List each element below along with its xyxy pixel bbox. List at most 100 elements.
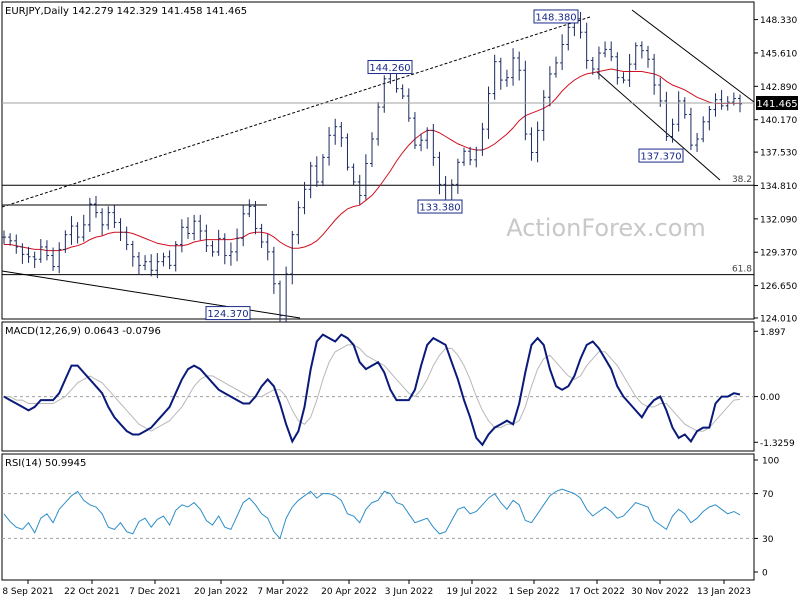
- price-bar: [695, 132, 700, 152]
- price-bar: [210, 240, 215, 257]
- x-tick-label: 20 Jan 2022: [194, 587, 248, 597]
- price-bar: [486, 86, 491, 139]
- price-bar: [701, 116, 706, 143]
- level-label-text: 144.260: [369, 63, 410, 74]
- level-label-box: [638, 148, 684, 163]
- rsi-layer: 100 70 30 0: [2, 457, 779, 579]
- price-level-labels: 148.380 144.260 133.380 137.370 124.370: [205, 9, 684, 321]
- price-bar: [584, 22, 589, 69]
- price-bar: [161, 252, 166, 267]
- price-bar: [192, 214, 197, 241]
- x-tick-label: 22 Oct 2021: [64, 587, 120, 597]
- price-bar: [314, 156, 319, 187]
- current-price-badge: [756, 96, 798, 110]
- fib-label: 38.2: [732, 175, 752, 185]
- level-label-137-370: 137.370: [638, 148, 684, 163]
- rsi-tick-label: 0: [762, 569, 768, 579]
- price-bar: [271, 246, 276, 294]
- price-bar: [222, 233, 227, 265]
- price-bar: [511, 48, 516, 86]
- level-label-133-380: 133.380: [417, 199, 463, 214]
- price-tick-label: 124.010: [760, 315, 797, 325]
- price-bar: [302, 181, 307, 215]
- price-bar: [228, 242, 233, 266]
- price-bar: [179, 219, 184, 253]
- price-tick-label: 140.170: [760, 116, 797, 126]
- macd-main-line: [3, 333, 741, 447]
- price-bar: [498, 57, 503, 90]
- price-bar: [480, 122, 485, 156]
- level-label-124-370: 124.370: [205, 306, 251, 321]
- price-bar: [541, 90, 546, 141]
- macd-tick-label: 0.00: [760, 393, 780, 403]
- price-bar: [173, 241, 178, 272]
- price-bar: [363, 154, 368, 200]
- price-bar: [57, 242, 62, 274]
- price-bar: [462, 147, 466, 166]
- price-bar: [149, 254, 154, 277]
- price-bar: [327, 127, 332, 166]
- price-bar: [308, 161, 313, 199]
- price-bars-layer: [2, 10, 742, 322]
- price-bar: [621, 72, 626, 84]
- price-bar: [8, 233, 13, 246]
- level-label-text: 133.380: [419, 203, 460, 214]
- price-bar: [382, 75, 387, 113]
- price-bar: [596, 46, 601, 80]
- price-bar: [345, 133, 350, 171]
- level-label-box: [417, 199, 463, 214]
- price-bar: [504, 69, 509, 87]
- price-bar: [186, 217, 190, 239]
- price-tick-label: 145.610: [760, 49, 797, 59]
- level-label-box: [533, 9, 579, 24]
- price-bar: [81, 214, 86, 242]
- price-bar: [106, 206, 111, 230]
- price-bar: [676, 91, 681, 132]
- price-bar: [296, 201, 301, 245]
- price-bar: [603, 41, 608, 58]
- price-tick-label: 134.810: [760, 182, 797, 192]
- symbol-header: EURJPY,Daily 142.279 142.329 141.458 141…: [5, 6, 247, 17]
- level-label-box: [367, 60, 413, 75]
- price-bar: [615, 52, 620, 85]
- watermark: ActionForex.com: [506, 214, 706, 242]
- macd-tick-label: 1.897: [760, 328, 786, 338]
- price-bar: [468, 146, 473, 166]
- x-tick-label: 7 Dec 2021: [129, 587, 181, 597]
- x-tick-label: 7 Mar 2022: [257, 587, 308, 597]
- x-tick-label: 8 Sep 2021: [2, 587, 53, 597]
- price-bar: [652, 53, 657, 95]
- price-bar: [633, 42, 638, 71]
- price-bar: [517, 51, 522, 81]
- rsi-line: [3, 488, 741, 540]
- price-bar: [253, 201, 258, 235]
- price-bar: [143, 255, 148, 271]
- price-bar: [492, 54, 497, 100]
- price-bar: [664, 91, 669, 141]
- price-bar: [63, 230, 68, 253]
- level-label-text: 137.370: [640, 152, 681, 163]
- x-axis: 8 Sep 2021 22 Oct 2021 7 Dec 2021 20 Jan 20…: [2, 580, 751, 597]
- x-tick-label: 20 Apr 2022: [321, 587, 377, 597]
- price-bar: [130, 240, 135, 267]
- macd-layer: 1.897 0.00 -1.3259: [2, 328, 795, 449]
- price-bar: [523, 60, 528, 141]
- price-bar: [265, 233, 270, 261]
- price-bar: [713, 93, 718, 117]
- price-bar: [14, 234, 19, 254]
- x-tick-label: 19 Jul 2022: [447, 587, 498, 597]
- price-bar: [578, 11, 583, 39]
- price-bar: [431, 123, 436, 166]
- price-bar: [535, 121, 540, 163]
- rsi-tick-label: 70: [762, 490, 774, 500]
- price-bar: [547, 66, 552, 107]
- price-bar: [627, 53, 632, 87]
- price-bar: [560, 34, 565, 71]
- price-bar: [216, 229, 221, 256]
- price-bar: [94, 195, 98, 218]
- level-label-box: [205, 306, 251, 321]
- price-bar: [412, 112, 417, 149]
- price-bar: [529, 127, 534, 161]
- macd-tick-label: -1.3259: [760, 439, 795, 449]
